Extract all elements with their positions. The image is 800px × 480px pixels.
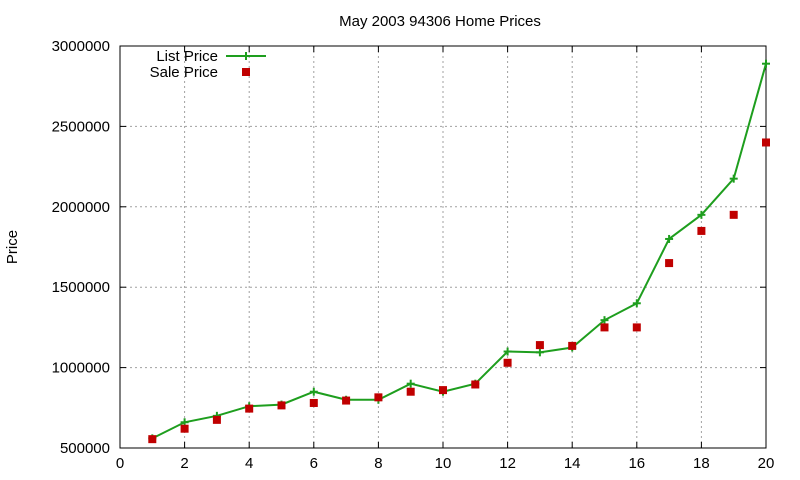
list-price-point	[503, 347, 512, 356]
x-tick-label: 10	[435, 455, 452, 472]
y-tick-label: 3000000	[52, 38, 110, 55]
sale-price-point	[632, 323, 641, 332]
sale-price-point	[729, 210, 738, 219]
sale-price-point	[309, 398, 318, 407]
sale-price-point	[471, 380, 480, 389]
series	[148, 59, 770, 444]
sale-price-point	[245, 404, 254, 413]
y-tick-label: 2000000	[52, 199, 110, 216]
list-price-point	[600, 316, 609, 325]
series-1	[148, 138, 770, 444]
y-tick-label: 2500000	[52, 118, 110, 135]
list-price-point	[535, 348, 544, 357]
x-tick-label: 8	[374, 455, 382, 472]
x-tick-label: 4	[245, 455, 253, 472]
sale-price-point	[535, 341, 544, 350]
sale-price-point	[600, 323, 609, 332]
sale-price-point	[148, 435, 157, 444]
legend-label: Sale Price	[150, 64, 218, 81]
list-price-point	[406, 379, 415, 388]
x-tick-label: 14	[564, 455, 581, 472]
list-price-point	[309, 387, 318, 396]
sale-price-point	[180, 424, 189, 433]
x-tick-label: 16	[628, 455, 645, 472]
sale-price-point	[439, 386, 447, 395]
grid	[120, 46, 766, 448]
x-tick-label: 18	[693, 455, 710, 472]
y-axis-tick-labels: 500000 1000000 1500000 2000000 2500000 300000…	[52, 38, 110, 457]
x-axis-tick-labels: 0 2 4 6 8 10 12 14 16 18 20	[116, 455, 775, 472]
sale-price-point	[212, 415, 221, 424]
x-tick-label: 0	[116, 455, 124, 472]
legend-label: List Price	[156, 48, 218, 65]
legend-plus-marker	[242, 52, 250, 60]
list-price-point	[665, 234, 674, 243]
list-price-point	[729, 174, 738, 183]
sale-price-point	[697, 226, 706, 235]
x-tick-label: 2	[180, 455, 188, 472]
axis-ticks	[119, 45, 767, 449]
sale-price-point	[277, 401, 286, 410]
chart-title: May 2003 94306 Home Prices	[339, 13, 541, 30]
sale-price-point	[762, 138, 770, 147]
list-price-point	[762, 59, 770, 68]
y-axis-label: Price	[4, 230, 21, 264]
x-tick-label: 12	[499, 455, 516, 472]
legend-square-marker	[242, 68, 250, 76]
y-tick-label: 500000	[60, 440, 110, 457]
sale-price-point	[406, 387, 415, 396]
sale-price-point	[374, 393, 383, 402]
list-price-line	[151, 63, 767, 440]
sale-price-point	[503, 358, 512, 367]
y-tick-label: 1500000	[52, 279, 110, 296]
sale-price-point	[665, 259, 674, 268]
sale-price-point	[342, 396, 351, 405]
x-tick-label: 6	[310, 455, 318, 472]
y-tick-label: 1000000	[52, 360, 110, 377]
list-price-point	[697, 210, 706, 219]
x-tick-label: 20	[758, 455, 775, 472]
series-0	[148, 59, 770, 443]
list-price-point	[632, 299, 641, 308]
sale-price-point	[568, 341, 577, 350]
